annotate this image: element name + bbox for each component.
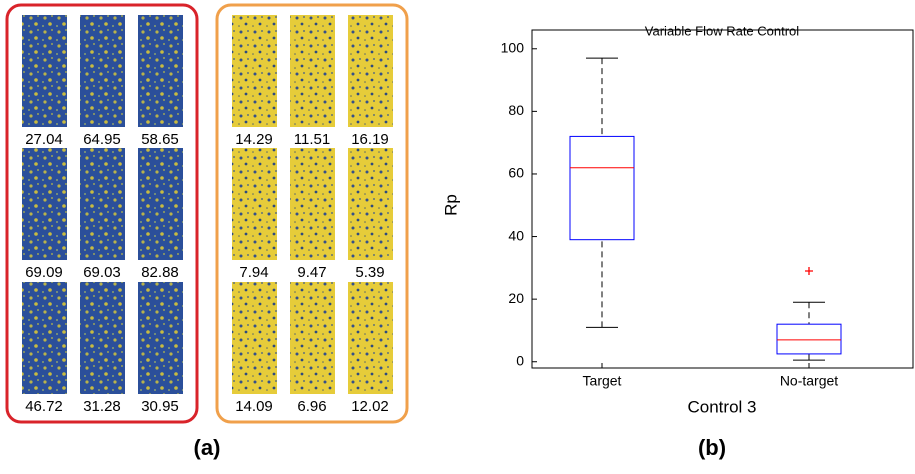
strip-value: 7.94 [239,264,268,281]
strip-image [138,282,183,394]
strip-value: 27.04 [25,131,63,148]
strip-image [290,148,335,260]
strip-image [138,15,183,127]
chart-title: Variable Flow Rate Control [645,23,799,38]
y-tick-label: 40 [508,227,524,243]
strip-value: 14.29 [235,131,273,148]
strip-value: 46.72 [25,398,63,415]
outlier [805,266,813,275]
panel-label: (b) [698,435,726,460]
strip-image [232,15,277,127]
strip-image [232,148,277,260]
strip-image [22,15,67,127]
panel-label: (a) [194,435,221,460]
box [776,323,842,355]
strip-value: 12.02 [351,398,389,415]
y-tick-label: 60 [508,165,524,181]
strip-image [232,282,277,394]
strip-value: 31.28 [83,398,121,415]
strip-value: 58.65 [141,131,179,148]
group-frame [215,3,409,424]
strip-value: 16.19 [351,131,389,148]
group-frame [5,3,199,424]
strip-value: 64.95 [83,131,121,148]
y-axis-label: Rp [441,194,460,216]
strip-image [348,282,393,394]
box [569,135,635,241]
strip-value: 11.51 [294,131,330,148]
y-tick-label: 20 [508,290,524,306]
strip-value: 14.09 [235,398,273,415]
y-tick-label: 80 [508,102,524,118]
strip-value: 30.95 [141,398,179,415]
x-axis-label: Control 3 [688,397,757,416]
strip-image [348,15,393,127]
y-tick-label: 0 [516,352,524,368]
strip-image [80,148,125,260]
strip-value: 6.96 [297,398,326,415]
strip-image [290,15,335,127]
strip-image [348,148,393,260]
strip-image [290,282,335,394]
strip-image [22,282,67,394]
strip-value: 9.47 [297,264,326,281]
x-tick-label: Target [583,373,622,389]
strip-image [80,282,125,394]
strip-value: 69.09 [25,264,63,281]
plot-frame [531,29,914,369]
strip-image [80,15,125,127]
strip-value: 82.88 [141,264,179,281]
strip-value: 5.39 [355,264,384,281]
y-tick-label: 100 [501,39,525,55]
strip-value: 69.03 [83,264,121,281]
x-tick-label: No-target [780,373,838,389]
strip-image [138,148,183,260]
strip-image [22,148,67,260]
